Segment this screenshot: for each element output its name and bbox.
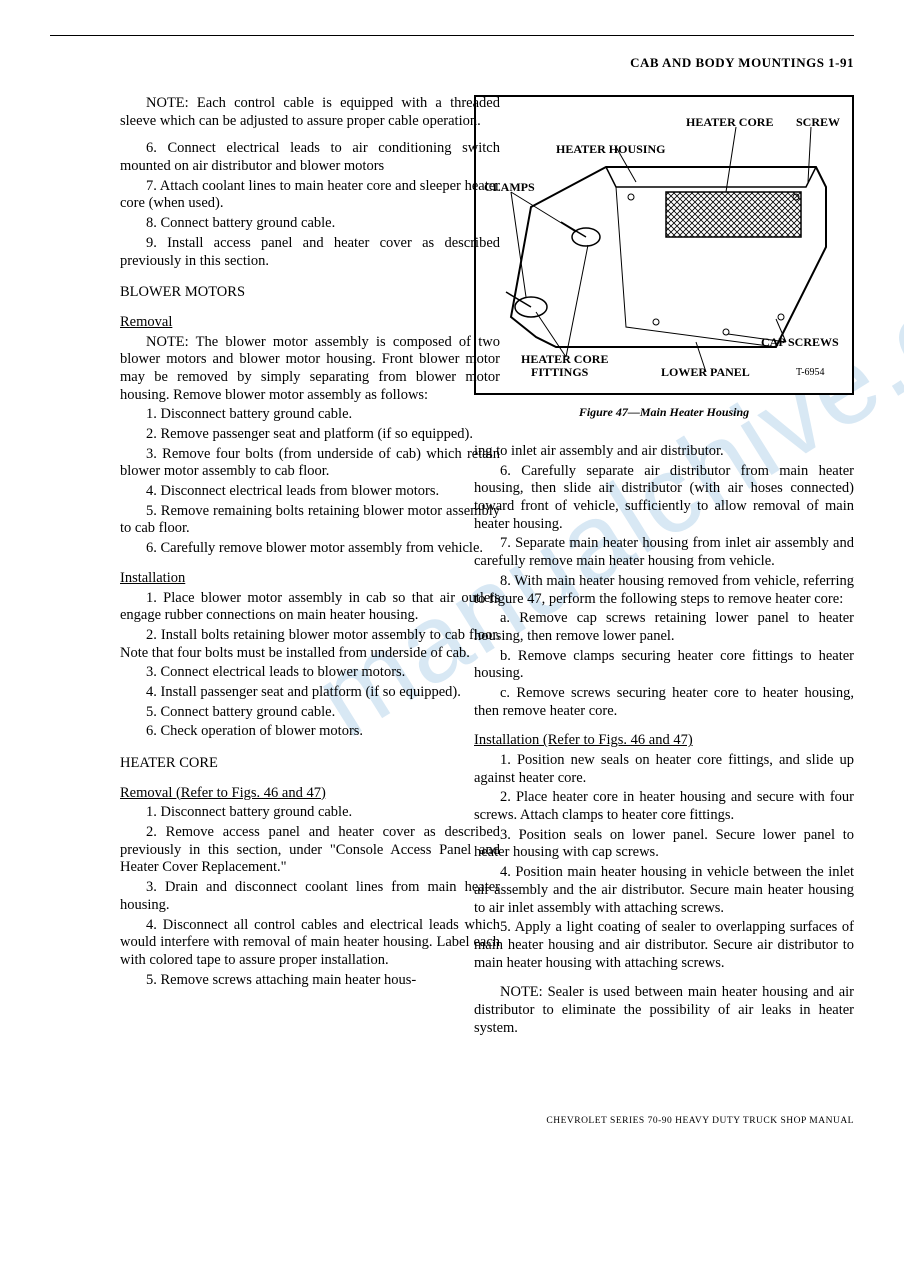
page: CAB AND BODY MOUNTINGS 1-91 manualchive.… — [0, 0, 904, 1266]
left-column: NOTE: Each control cable is equipped wit… — [120, 95, 500, 991]
right-p3: 7. Separate main heater housing from inl… — [474, 535, 854, 570]
right-p4: 8. With main heater housing removed from… — [474, 573, 854, 608]
left-p9: 3. Remove four bolts (from underside of … — [120, 446, 500, 481]
left-p15: 3. Connect electrical leads to blower mo… — [120, 664, 500, 682]
left-p21: 3. Drain and disconnect coolant lines fr… — [120, 879, 500, 914]
left-p16: 4. Install passenger seat and platform (… — [120, 684, 500, 702]
right-p9: 2. Place heater core in heater housing a… — [474, 789, 854, 824]
right-body: ing to inlet air assembly and air distri… — [474, 443, 854, 1037]
left-p19: 1. Disconnect battery ground cable. — [120, 804, 500, 822]
h-blower: BLOWER MOTORS — [120, 284, 500, 302]
h-removal: Removal — [120, 314, 500, 332]
content: HEATER CORE SCREW HEATER HOUSING CLAMPS … — [50, 95, 854, 1206]
right-p5: a. Remove cap screws retaining lower pan… — [474, 610, 854, 645]
right-p13: NOTE: Sealer is used between main heater… — [474, 984, 854, 1037]
left-p11: 5. Remove remaining bolts retaining blow… — [120, 503, 500, 538]
right-p11: 4. Position main heater housing in vehic… — [474, 864, 854, 917]
left-p18: 6. Check operation of blower motors. — [120, 723, 500, 741]
h-install: Installation — [120, 570, 500, 588]
left-p22: 4. Disconnect all control cables and ele… — [120, 917, 500, 970]
left-p7: 1. Disconnect battery ground cable. — [120, 406, 500, 424]
left-p3: 7. Attach coolant lines to main heater c… — [120, 178, 500, 213]
footer: CHEVROLET SERIES 70-90 HEAVY DUTY TRUCK … — [546, 1116, 854, 1126]
right-p7: c. Remove screws securing heater core to… — [474, 685, 854, 720]
right-p1: ing to inlet air assembly and air distri… — [474, 443, 854, 461]
right-p10: 3. Position seals on lower panel. Secure… — [474, 827, 854, 862]
right-p6: b. Remove clamps securing heater core fi… — [474, 648, 854, 683]
h-heater: HEATER CORE — [120, 755, 500, 773]
right-p12: 5. Apply a light coating of sealer to ov… — [474, 919, 854, 972]
left-p5: 9. Install access panel and heater cover… — [120, 235, 500, 270]
right-p2: 6. Carefully separate air distributor fr… — [474, 463, 854, 534]
left-p2: 6. Connect electrical leads to air condi… — [120, 140, 500, 175]
left-p1: NOTE: Each control cable is equipped wit… — [120, 95, 500, 130]
left-p13: 1. Place blower motor assembly in cab so… — [120, 590, 500, 625]
right-p8: 1. Position new seals on heater core fit… — [474, 752, 854, 787]
left-p10: 4. Disconnect electrical leads from blow… — [120, 483, 500, 501]
left-p20: 2. Remove access panel and heater cover … — [120, 824, 500, 877]
top-rule — [50, 35, 854, 36]
right-column: ing to inlet air assembly and air distri… — [474, 95, 854, 1039]
h-removal2: Removal (Refer to Figs. 46 and 47) — [120, 785, 500, 803]
left-p4: 8. Connect battery ground cable. — [120, 215, 500, 233]
h-install-r: Installation (Refer to Figs. 46 and 47) — [474, 732, 854, 750]
left-p14: 2. Install bolts retaining blower motor … — [120, 627, 500, 662]
page-header: CAB AND BODY MOUNTINGS 1-91 — [630, 55, 854, 71]
left-p6: NOTE: The blower motor assembly is compo… — [120, 334, 500, 405]
left-p8: 2. Remove passenger seat and platform (i… — [120, 426, 500, 444]
left-p23: 5. Remove screws attaching main heater h… — [120, 972, 500, 990]
left-p12: 6. Carefully remove blower motor assembl… — [120, 540, 500, 558]
left-p17: 5. Connect battery ground cable. — [120, 704, 500, 722]
